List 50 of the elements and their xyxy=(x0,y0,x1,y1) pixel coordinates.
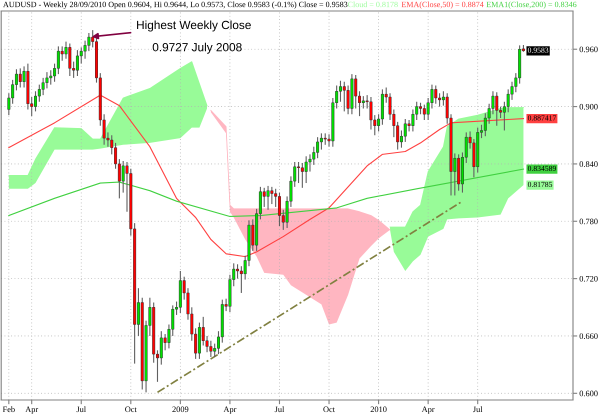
candlestick xyxy=(491,90,494,115)
x-tick-label: Jul xyxy=(274,406,284,412)
candlestick xyxy=(68,42,72,77)
text: EMA(Close,50) = 0.8874 xyxy=(402,2,484,9)
candlestick xyxy=(362,96,365,110)
x-tick-label: 2010 xyxy=(370,406,387,412)
candlestick xyxy=(422,104,426,121)
x-tick-label: Apr xyxy=(224,406,236,414)
x-tick-label: Jul xyxy=(76,406,86,412)
candlestick xyxy=(236,264,240,280)
candlestick xyxy=(320,132,323,150)
x-tick-label: Apr xyxy=(25,406,38,414)
candlestick xyxy=(297,161,300,184)
annotation: 0.9727 July 2008 xyxy=(152,42,242,54)
candlestick xyxy=(495,92,498,126)
chart-title: AUDUSD - Weekly 28/09/2010 Open 0.9604, Hi 0.9644, Lo 0.9573, Close 0.9583 (-0.1%) Close = 0.9583 xyxy=(3,2,348,9)
candlestick xyxy=(342,81,346,112)
candlestick xyxy=(278,192,281,227)
candlestick xyxy=(209,340,212,358)
candlestick xyxy=(434,84,438,104)
x-tick-label: Feb xyxy=(2,406,15,412)
y-tick-label: 0.960 xyxy=(580,46,598,52)
candlestick xyxy=(76,50,79,77)
text: Cloud = 0.8178 xyxy=(348,2,398,8)
x-tick-label: Jul xyxy=(473,406,482,412)
candlestick xyxy=(324,132,327,146)
x-tick-label: Apr xyxy=(422,406,435,414)
candlestick xyxy=(56,46,60,75)
line-series xyxy=(8,94,524,258)
candlestick xyxy=(270,186,274,205)
candlestick xyxy=(87,32,90,52)
candlestick xyxy=(300,162,304,188)
x-tick-label: 2009 xyxy=(172,406,188,412)
candlestick xyxy=(45,72,48,89)
annotation: Highest Weekly Close xyxy=(137,20,251,32)
candlestick xyxy=(266,185,270,210)
y-tick-label: 0.900 xyxy=(580,104,598,110)
candlestick xyxy=(84,40,87,60)
candlestick xyxy=(304,156,308,184)
y-tick-label: 0.840 xyxy=(580,161,598,167)
candlestick xyxy=(419,102,422,115)
y-tick-label: 0.780 xyxy=(580,218,598,224)
y-tick-label: 0.600 xyxy=(580,390,598,396)
text: EMA1(Close,200) = 0.8346 xyxy=(486,2,576,9)
y-tick-label: 0.720 xyxy=(580,276,598,282)
candlestick xyxy=(18,68,22,88)
x-tick-label: Oct xyxy=(125,406,137,412)
x-tick-label: Oct xyxy=(323,406,335,412)
y-tick-label: 0.660 xyxy=(580,333,598,339)
candlestick xyxy=(34,90,38,112)
